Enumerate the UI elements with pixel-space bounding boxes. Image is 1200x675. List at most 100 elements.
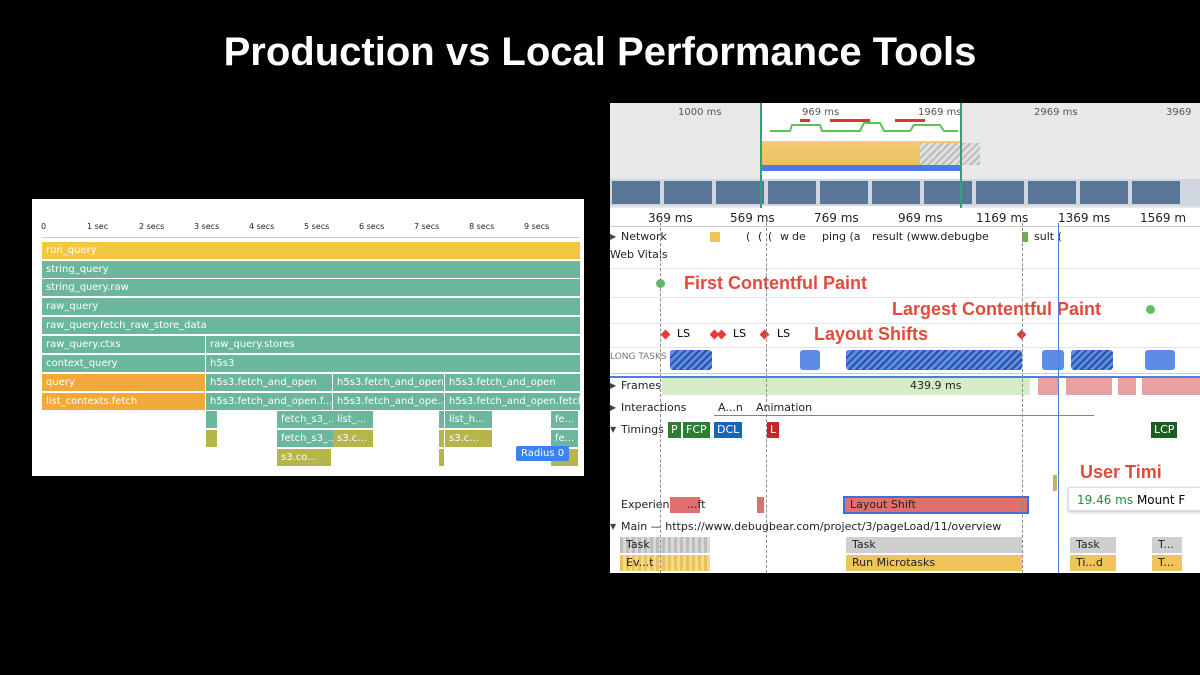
network-request[interactable]: ping (a xyxy=(822,230,861,243)
long-task[interactable] xyxy=(1042,350,1064,370)
timeline-overview[interactable]: 1000 ms 969 ms 1969 ms 2969 ms 3969 xyxy=(610,103,1200,208)
task-bar[interactable]: T... xyxy=(1152,537,1182,553)
long-task[interactable] xyxy=(1145,350,1175,370)
interactions-track[interactable]: ▶ Interactions A...n Animation xyxy=(610,399,1200,417)
long-task[interactable] xyxy=(1071,350,1113,370)
interaction-item[interactable]: Animation xyxy=(756,401,813,414)
interaction-item[interactable]: A...n xyxy=(718,401,743,414)
bar-raw-query[interactable]: raw_query xyxy=(42,298,580,315)
cursor-line[interactable] xyxy=(1058,223,1059,573)
bar-raw-query-ctxs[interactable]: raw_query.ctxs xyxy=(42,336,205,353)
network-request[interactable]: result (www.debugbe xyxy=(872,230,989,243)
layout-shift-bar[interactable] xyxy=(843,496,1029,514)
bar-fetch-and-open[interactable]: h5s3.fetch_and_open xyxy=(206,374,332,391)
bar-fe[interactable]: fe... xyxy=(551,430,578,447)
bar-small[interactable] xyxy=(439,430,444,447)
bar-fe[interactable]: fe... xyxy=(551,411,578,428)
experience-track[interactable]: Experience ...ft Layout Shift xyxy=(610,496,1200,514)
frames-track[interactable]: ▶ Frames 439.9 ms xyxy=(610,376,1200,396)
network-request[interactable]: ( xyxy=(746,230,751,243)
screenshot-thumb[interactable] xyxy=(716,181,764,204)
screenshot-thumb[interactable] xyxy=(664,181,712,204)
expand-triangle-icon[interactable]: ▶ xyxy=(610,232,617,241)
frame-block[interactable] xyxy=(1066,377,1112,395)
bar-query[interactable]: query xyxy=(42,374,205,391)
bar-string-query[interactable]: string_query xyxy=(42,261,580,278)
experience-bar[interactable] xyxy=(757,497,764,513)
network-request[interactable]: w xyxy=(780,230,789,243)
screenshot-thumb[interactable] xyxy=(872,181,920,204)
screenshot-thumb[interactable] xyxy=(768,181,816,204)
bar-run-query[interactable]: run_query xyxy=(42,242,580,259)
bar-list-contexts-fetch[interactable]: list_contexts.fetch xyxy=(42,393,205,410)
bar-context-query[interactable]: context_query xyxy=(42,355,205,372)
task-bar[interactable]: Task xyxy=(846,537,1022,553)
frame-block[interactable] xyxy=(1118,377,1136,395)
collapse-triangle-icon[interactable]: ▼ xyxy=(610,425,617,434)
timings-track[interactable]: ▼ Timings P FCP DCL L LCP xyxy=(610,421,1200,439)
lcp-marker[interactable] xyxy=(1146,305,1155,314)
bar-fetch-and-open[interactable]: h5s3.fetch_and_open xyxy=(445,374,580,391)
run-microtasks-bar[interactable]: Run Microtasks xyxy=(846,555,1022,571)
bar-raw-query-stores[interactable]: raw_query.stores xyxy=(206,336,580,353)
timing-p[interactable]: P xyxy=(668,422,681,438)
bar-s3c[interactable]: s3.c... xyxy=(333,430,373,447)
screenshot-thumb[interactable] xyxy=(612,181,660,204)
bar-small[interactable] xyxy=(439,449,444,466)
expand-triangle-icon[interactable]: ▶ xyxy=(610,381,617,390)
bar-list-h[interactable]: list_h... xyxy=(445,411,492,428)
screenshot-thumb[interactable] xyxy=(924,181,972,204)
long-task[interactable] xyxy=(670,350,712,370)
long-task[interactable] xyxy=(846,350,1022,370)
timing-fcp[interactable]: FCP xyxy=(683,422,710,438)
bar-small[interactable] xyxy=(439,411,444,428)
frame-block[interactable] xyxy=(1142,377,1200,395)
bar-s3co[interactable]: s3.co... xyxy=(277,449,331,466)
screenshot-thumb[interactable] xyxy=(1080,181,1128,204)
bar-small[interactable] xyxy=(206,411,217,428)
event-bar[interactable]: Ti...d xyxy=(1070,555,1116,571)
network-request[interactable]: sult ( xyxy=(1034,230,1062,243)
user-timing-mark[interactable] xyxy=(1053,475,1057,491)
layout-shift-marker[interactable] xyxy=(716,329,727,340)
network-request[interactable]: ( xyxy=(768,230,773,243)
bar-h5s3[interactable]: h5s3 xyxy=(206,355,580,372)
bar-fetch-and-open[interactable]: h5s3.fetch_and_open xyxy=(333,374,444,391)
frame-block[interactable] xyxy=(1038,377,1058,395)
timing-l[interactable]: L xyxy=(767,422,780,438)
experience-bar[interactable] xyxy=(670,497,700,513)
layout-shift-marker[interactable] xyxy=(759,329,770,340)
bar-string-query-raw[interactable]: string_query.raw xyxy=(42,279,580,296)
bar-fetch-and-open-f[interactable]: h5s3.fetch_and_open.f... xyxy=(206,393,332,410)
screenshot-thumb[interactable] xyxy=(976,181,1024,204)
bar-fetch-and-open-ope[interactable]: h5s3.fetch_and_ope... xyxy=(333,393,444,410)
network-request[interactable] xyxy=(1022,232,1028,242)
frame-block[interactable] xyxy=(662,377,1030,395)
network-request[interactable]: ( xyxy=(758,230,763,243)
bar-raw-query-fetch[interactable]: raw_query.fetch_raw_store_data xyxy=(42,317,580,334)
bar-fetch-and-open-fetch[interactable]: h5s3.fetch_and_open.fetch xyxy=(445,393,580,410)
event-bar[interactable]: T... xyxy=(1152,555,1182,571)
expand-triangle-icon[interactable]: ▶ xyxy=(610,403,617,412)
network-request[interactable]: de xyxy=(792,230,806,243)
task-bar[interactable]: Task xyxy=(1070,537,1116,553)
bar-small[interactable] xyxy=(206,430,217,447)
task-bar[interactable]: Task xyxy=(620,537,710,553)
screenshot-thumb[interactable] xyxy=(820,181,868,204)
bar-list[interactable]: list_... xyxy=(333,411,373,428)
event-bar[interactable]: Ev...t xyxy=(620,555,710,571)
bar-fetch-s3[interactable]: fetch_s3_... xyxy=(277,411,333,428)
timing-lcp[interactable]: LCP xyxy=(1151,422,1178,438)
network-track[interactable]: ▶ Network ( ( ( w de ping (a result (www… xyxy=(610,228,1200,246)
screenshot-thumb[interactable] xyxy=(1028,181,1076,204)
network-request[interactable] xyxy=(710,232,720,242)
layout-shift-marker[interactable] xyxy=(660,329,671,340)
screenshot-thumb[interactable] xyxy=(1132,181,1180,204)
long-task[interactable] xyxy=(800,350,820,370)
collapse-triangle-icon[interactable]: ▼ xyxy=(610,522,617,531)
selection-handle-right[interactable] xyxy=(960,103,962,208)
main-track[interactable]: ▼ Main — https://www.debugbear.com/proje… xyxy=(610,518,1200,536)
bar-fetch-s3[interactable]: fetch_s3_... xyxy=(277,430,333,447)
timing-dcl[interactable]: DCL xyxy=(714,422,743,438)
bar-s3c[interactable]: s3.c... xyxy=(445,430,492,447)
